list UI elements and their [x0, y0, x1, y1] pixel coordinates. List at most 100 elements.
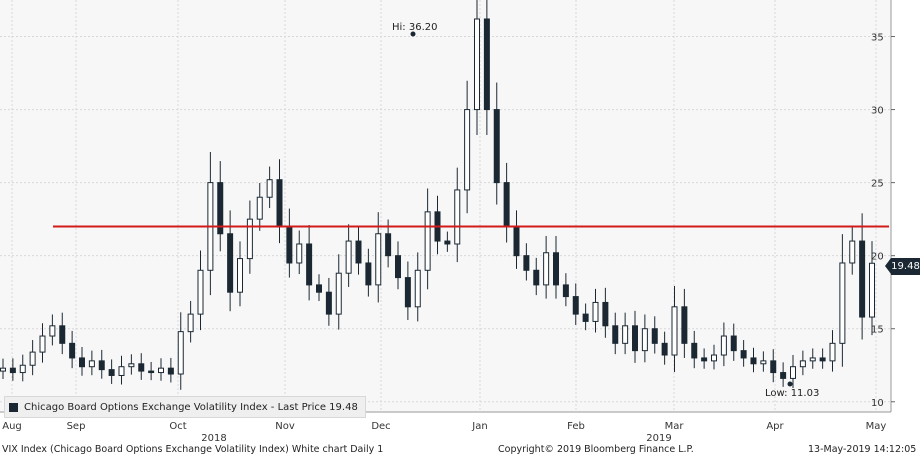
- y-tick-label: 30: [871, 106, 884, 117]
- last-price-value: 19.48: [891, 261, 920, 272]
- candle-body: [276, 179, 283, 227]
- candle-body: [671, 306, 678, 356]
- candle-body: [474, 18, 480, 111]
- candle-body: [720, 335, 727, 356]
- x-month-label: Oct: [169, 421, 186, 432]
- candle-body: [187, 313, 194, 333]
- legend: Chicago Board Options Exchange Volatilit…: [4, 396, 366, 418]
- plot-area: [0, 0, 891, 412]
- last-price-tag: 19.48: [885, 258, 920, 275]
- candle-body: [335, 272, 342, 315]
- y-tick-label: 10: [871, 398, 884, 409]
- candle-body: [108, 369, 115, 376]
- candle-body: [553, 252, 559, 286]
- candle-body: [395, 255, 401, 279]
- x-month-label: Mar: [665, 421, 685, 432]
- candle-body: [414, 269, 421, 308]
- candle-body: [641, 328, 648, 352]
- candle-body: [246, 218, 253, 260]
- candle-body: [790, 366, 796, 379]
- candle-body: [770, 360, 777, 374]
- candle-body: [572, 296, 579, 315]
- candle-body: [543, 252, 550, 286]
- low-marker: [787, 381, 793, 387]
- candle-body: [365, 262, 372, 286]
- candle-body: [809, 357, 816, 362]
- x-axis: Aug Sep Oct Nov Dec Jan Feb Mar Apr May 2018 2019: [0, 411, 891, 444]
- candle-body: [691, 342, 698, 359]
- x-year-label: 2019: [646, 433, 671, 444]
- x-month-label: Feb: [567, 421, 585, 432]
- x-month-label: May: [866, 421, 887, 432]
- candle-body: [227, 233, 234, 293]
- candle-body: [493, 109, 500, 184]
- candle-body: [167, 367, 174, 375]
- candle-body: [177, 331, 184, 375]
- y-tick-label: 25: [871, 179, 884, 190]
- candle-body: [138, 363, 145, 372]
- candle-body: [79, 357, 85, 368]
- candle-body: [98, 360, 105, 371]
- candle-body: [118, 366, 125, 376]
- low-annotation: Low: 11.03: [765, 388, 819, 399]
- footer-title: VIX Index (Chicago Board Options Exchang…: [2, 444, 384, 455]
- candle-body: [306, 243, 313, 286]
- candle-body: [760, 360, 767, 365]
- candle-body: [513, 225, 520, 257]
- x-month-label: Dec: [371, 421, 390, 432]
- candle-body: [464, 109, 471, 191]
- footer-timestamp: 13-May-2019 14:12:05: [808, 444, 917, 455]
- candle-body: [622, 325, 629, 344]
- x-month-label: Jan: [471, 421, 487, 432]
- footer-copyright: Copyright© 2019 Bloomberg Finance L.P.: [498, 444, 694, 455]
- candle-body: [286, 225, 293, 264]
- candle-body: [237, 258, 243, 293]
- candle-body: [454, 189, 461, 245]
- candle-body: [404, 277, 411, 308]
- candle-body: [59, 325, 66, 344]
- candle-body: [345, 240, 352, 274]
- candle-body: [562, 284, 569, 298]
- candlestick-series: [0, 0, 875, 390]
- candle-body: [681, 306, 688, 344]
- candle-body: [799, 360, 806, 368]
- candle-body: [128, 363, 135, 368]
- x-month-label: Apr: [766, 421, 784, 432]
- y-tick-label: 20: [871, 252, 884, 263]
- candle-body: [701, 357, 708, 362]
- candle-body: [39, 335, 46, 353]
- x-year-label: 2018: [201, 433, 226, 444]
- candle-body: [859, 240, 866, 318]
- candle-body: [9, 367, 16, 374]
- candle-body: [592, 301, 599, 322]
- candle-body: [730, 335, 737, 352]
- candle-body: [839, 262, 846, 344]
- candle-body: [316, 284, 322, 293]
- candle-body: [651, 328, 658, 344]
- candle-body: [829, 342, 836, 362]
- y-axis: 10 15 20 25 30 35: [871, 0, 895, 412]
- candle-body: [148, 370, 155, 374]
- candle-body: [602, 301, 609, 327]
- candle-body: [217, 182, 224, 235]
- candle-body: [523, 255, 530, 271]
- candle-body: [69, 342, 76, 359]
- candle-body: [19, 364, 26, 374]
- candle-body: [197, 269, 204, 315]
- candle-body: [849, 240, 856, 264]
- y-tick-label: 35: [871, 33, 884, 44]
- candle-body: [375, 233, 382, 286]
- x-month-label: Nov: [275, 421, 295, 432]
- candle-body: [266, 179, 273, 198]
- candle-body: [582, 313, 589, 322]
- candle-body: [29, 351, 36, 366]
- candle-body: [0, 367, 6, 372]
- candle-body: [750, 357, 757, 365]
- candle-body: [424, 211, 431, 271]
- legend-label: Chicago Board Options Exchange Volatilit…: [24, 401, 358, 413]
- candle-body: [780, 372, 787, 379]
- candle-body: [869, 262, 875, 318]
- candle-body: [355, 240, 362, 264]
- candle-body: [711, 354, 717, 362]
